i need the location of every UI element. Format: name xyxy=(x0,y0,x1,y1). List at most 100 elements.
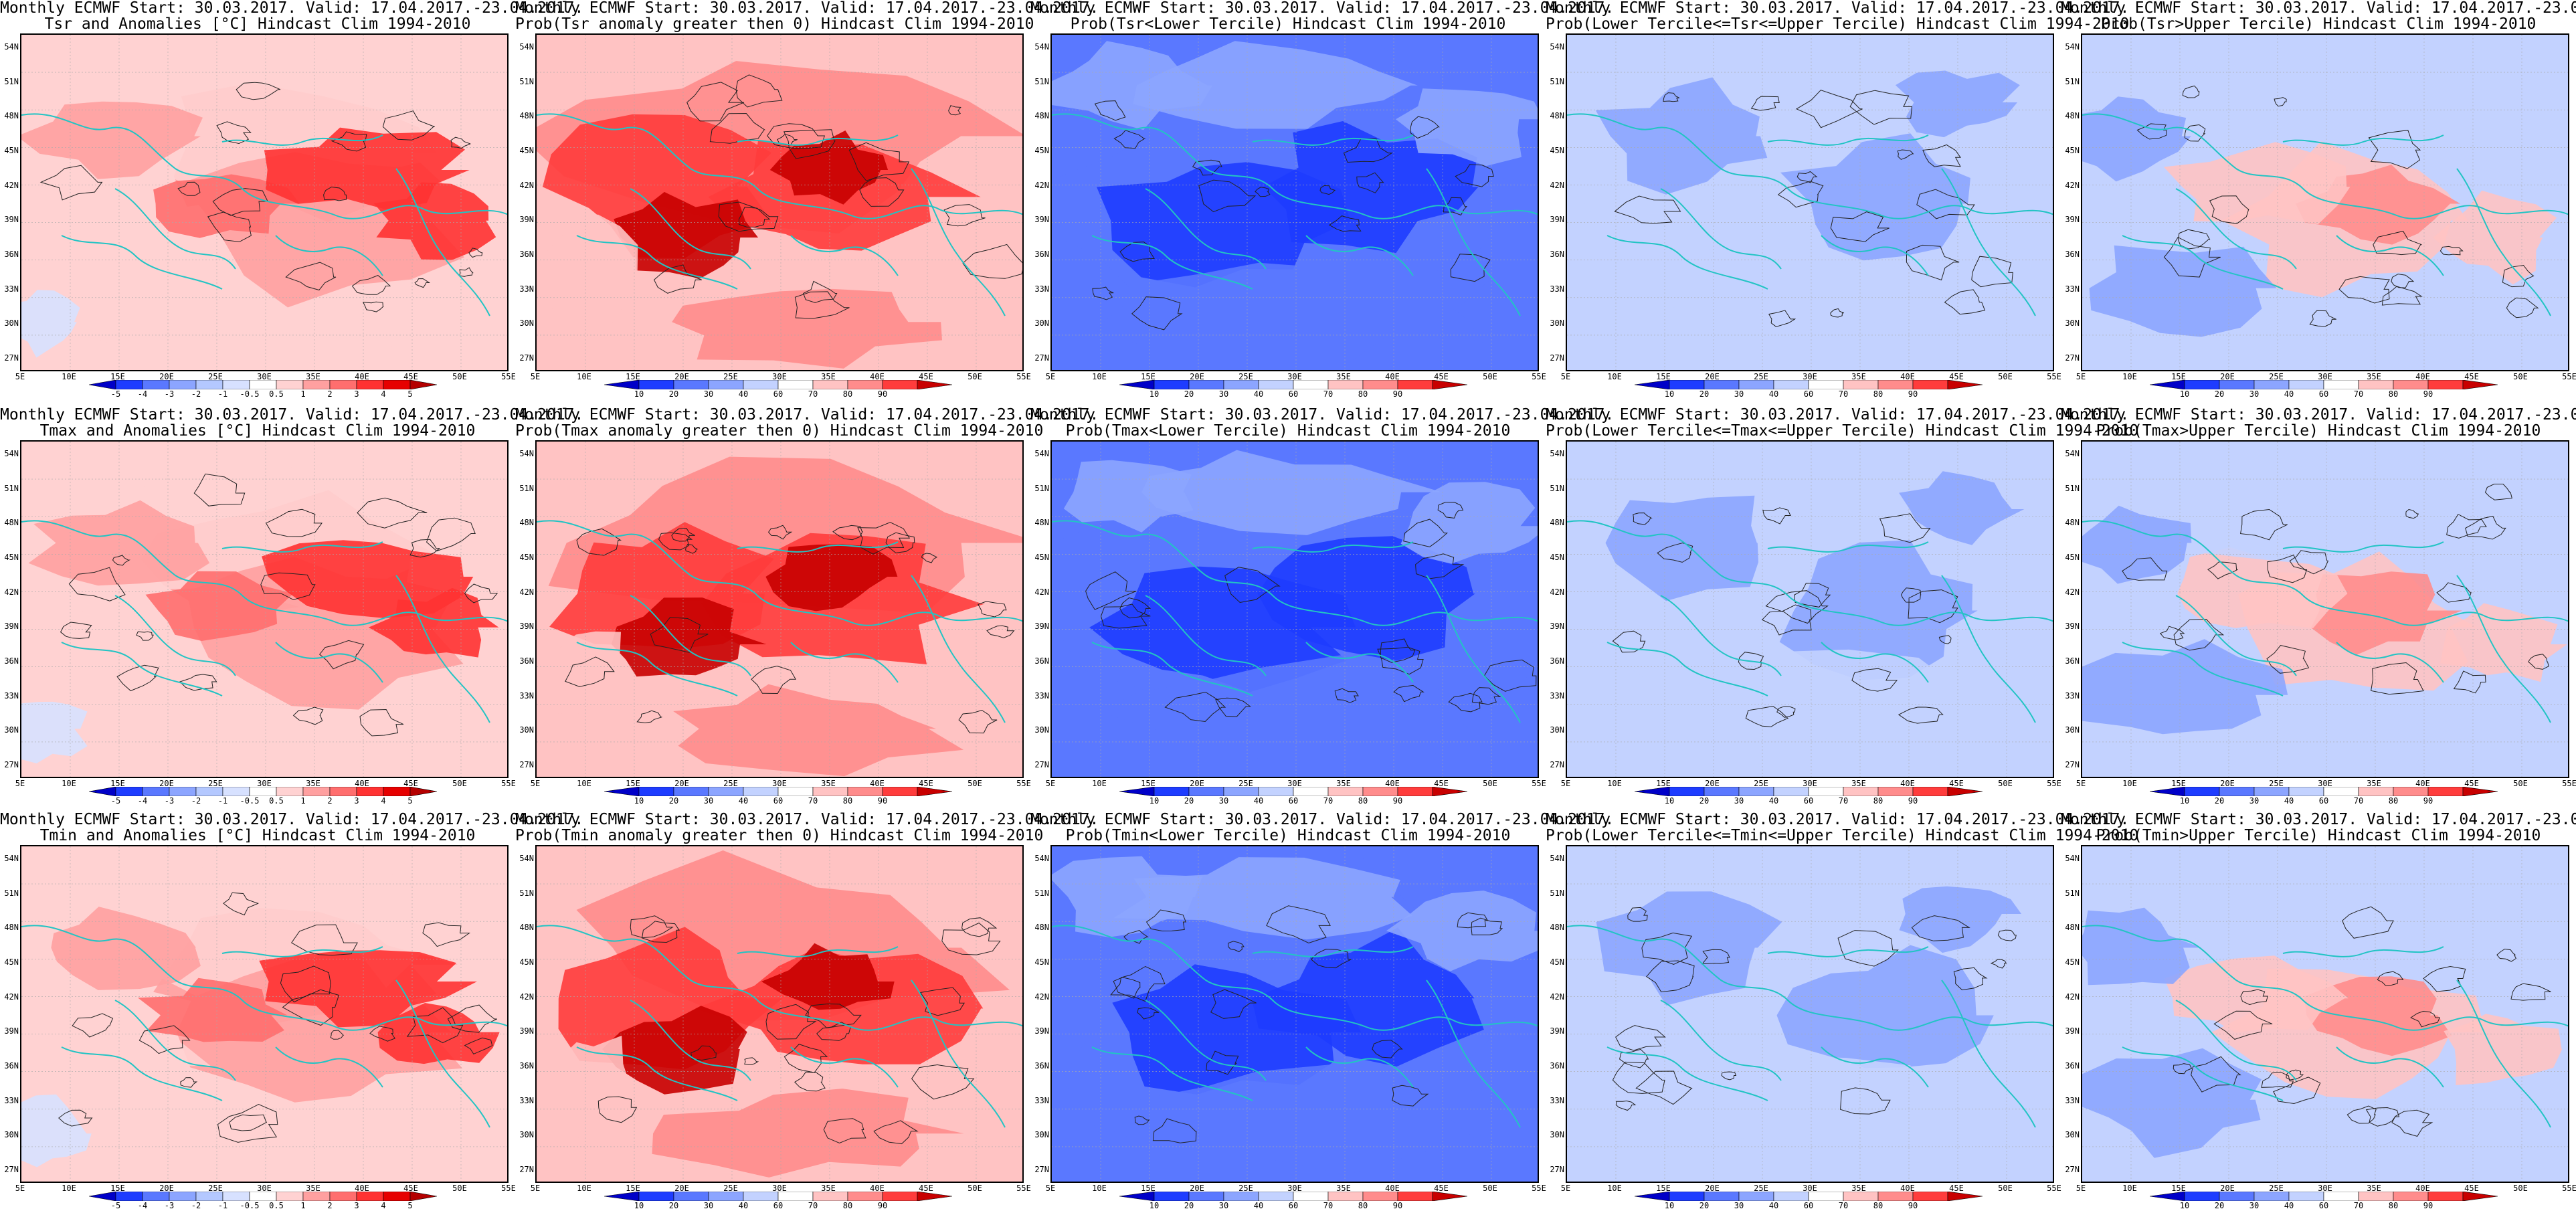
map-area xyxy=(535,440,1024,778)
colorbar-label: 40 xyxy=(738,1201,749,1210)
map-area xyxy=(1050,33,1539,371)
lat-tick-label: 30N xyxy=(519,318,534,329)
lon-tick-label: 35E xyxy=(2367,1184,2381,1193)
colorbar-swatch xyxy=(409,787,437,796)
lat-tick-label: 36N xyxy=(519,656,534,666)
panel-subtitle: Prob(Tmax anomaly greater then 0) Hindca… xyxy=(515,422,1044,440)
colorbar-swatch xyxy=(1877,380,1914,389)
lat-tick-label: 54N xyxy=(1034,42,1049,52)
lon-tick-label: 10E xyxy=(2122,372,2137,381)
lon-tick-label: 20E xyxy=(159,1184,174,1193)
colorbar-swatch xyxy=(1154,380,1190,389)
lat-tick-label: 42N xyxy=(2065,992,2080,1002)
colorbar-label: 70 xyxy=(1323,796,1333,806)
lat-tick-label: 42N xyxy=(1550,992,1564,1002)
lon-tick-label: 50E xyxy=(1998,779,2013,788)
map-field xyxy=(21,442,507,777)
lon-tick-label: 55E xyxy=(1016,372,1031,381)
colorbar xyxy=(604,787,952,796)
lon-tick-label: 25E xyxy=(2269,372,2284,381)
colorbar-swatch xyxy=(1669,1192,1705,1201)
colorbar-swatch xyxy=(302,1192,331,1201)
lat-tick-label: 45N xyxy=(1550,553,1564,562)
colorbar-swatch xyxy=(1258,1192,1294,1201)
colorbar xyxy=(604,380,952,389)
lon-tick-label: 5E xyxy=(15,779,25,788)
colorbar-swatch xyxy=(2288,787,2324,796)
colorbar-swatch xyxy=(1738,787,1774,796)
colorbar-label: -1 xyxy=(217,796,228,806)
lon-tick-label: 25E xyxy=(2269,1184,2284,1193)
lat-tick-label: 54N xyxy=(2065,42,2080,52)
colorbar-swatch xyxy=(1808,380,1844,389)
colorbar xyxy=(2150,380,2498,389)
lat-tick-label: 51N xyxy=(4,76,19,86)
lat-tick-label: 39N xyxy=(1550,1026,1564,1036)
colorbar-swatch xyxy=(1188,787,1224,796)
colorbar-swatch xyxy=(882,380,918,389)
colorbar-label: 70 xyxy=(2353,1201,2364,1210)
lon-tick-label: 40E xyxy=(870,779,885,788)
lon-tick-label: 10E xyxy=(1092,779,1107,788)
colorbar-label: 30 xyxy=(2249,389,2260,399)
lat-tick-label: 54N xyxy=(1034,449,1049,458)
lon-tick-label: 40E xyxy=(2415,372,2430,381)
lon-tick-label: 45E xyxy=(403,372,418,381)
colorbar-swatch xyxy=(847,787,883,796)
colorbar-swatch xyxy=(1327,380,1364,389)
colorbar-swatch xyxy=(356,380,384,389)
colorbar-swatch xyxy=(276,380,304,389)
lat-tick-label: 36N xyxy=(4,656,19,666)
map-area xyxy=(535,33,1024,371)
lon-tick-label: 15E xyxy=(2171,779,2186,788)
lat-tick-label: 33N xyxy=(4,690,19,701)
lon-tick-label: 5E xyxy=(1045,1184,1056,1193)
panel-subtitle: Prob(Lower Tercile<=Tmax<=Upper Tercile)… xyxy=(1546,422,2139,440)
colorbar-swatch xyxy=(1293,787,1329,796)
lat-tick-label: 51N xyxy=(4,483,19,493)
colorbar-swatch xyxy=(2184,380,2220,389)
colorbar-swatch xyxy=(1912,380,1948,389)
colorbar-label: 20 xyxy=(1184,1201,1194,1210)
colorbar-swatch xyxy=(302,380,331,389)
lon-tick-label: 45E xyxy=(2464,1184,2479,1193)
colorbar-swatch xyxy=(383,1192,411,1201)
lat-tick-label: 45N xyxy=(4,553,19,562)
colorbar-label: 30 xyxy=(703,1201,714,1210)
map-field xyxy=(2082,442,2568,777)
colorbar-swatch xyxy=(276,787,304,796)
colorbar-label: -2 xyxy=(191,796,201,806)
lon-tick-label: 10E xyxy=(62,1184,76,1193)
colorbar-label: 60 xyxy=(2318,796,2329,806)
colorbar-label: 40 xyxy=(1253,1201,1264,1210)
colorbar-swatch xyxy=(1397,380,1433,389)
colorbar-swatch xyxy=(1223,787,1259,796)
panel-tmin-prob-lower: Monthly ECMWF Start: 30.03.2017. Valid: … xyxy=(1030,812,1614,1213)
colorbar-swatch xyxy=(2323,380,2359,389)
lon-tick-label: 50E xyxy=(1483,1184,1497,1193)
lat-tick-label: 27N xyxy=(1550,1165,1564,1174)
lat-tick-label: 48N xyxy=(4,518,19,528)
panel-tmax-prob-lower: Monthly ECMWF Start: 30.03.2017. Valid: … xyxy=(1030,407,1614,808)
lon-tick-label: 5E xyxy=(1560,372,1571,381)
lat-tick-label: 54N xyxy=(519,449,534,458)
colorbar-swatch xyxy=(142,787,170,796)
lon-tick-label: 10E xyxy=(577,779,591,788)
lat-tick-label: 51N xyxy=(2065,483,2080,493)
colorbar-swatch xyxy=(2253,380,2290,389)
colorbar-swatch xyxy=(249,787,277,796)
map-field xyxy=(1052,442,1538,777)
lat-tick-label: 36N xyxy=(1034,250,1049,259)
colorbar-swatch xyxy=(2323,1192,2359,1201)
lat-tick-label: 27N xyxy=(4,353,19,363)
lon-tick-label: 30E xyxy=(2318,779,2332,788)
lat-tick-label: 30N xyxy=(1550,725,1564,735)
colorbar-label: 2 xyxy=(327,1201,333,1210)
colorbar-label: 30 xyxy=(703,796,714,806)
panel-tsr-prob-lower: Monthly ECMWF Start: 30.03.2017. Valid: … xyxy=(1030,0,1614,401)
lon-tick-label: 40E xyxy=(1900,779,1915,788)
colorbar-swatch xyxy=(708,380,744,389)
colorbar-swatch xyxy=(1327,787,1364,796)
lat-tick-label: 39N xyxy=(519,215,534,225)
lon-tick-label: 40E xyxy=(1385,779,1400,788)
